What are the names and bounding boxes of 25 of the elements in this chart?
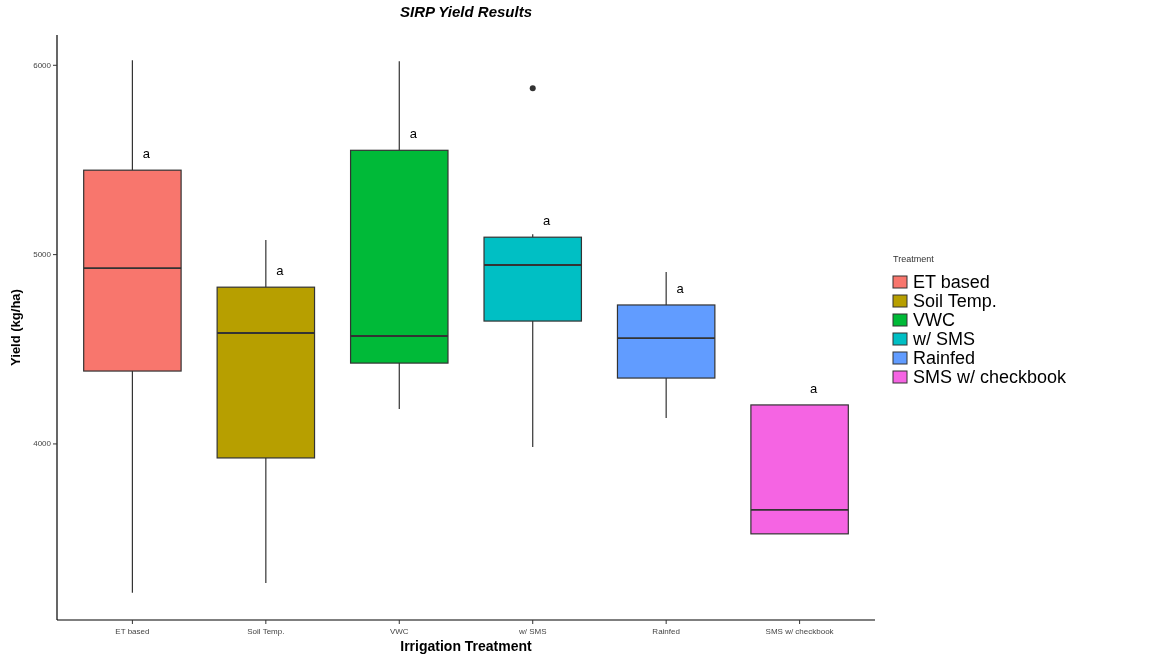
legend-label: SMS w/ checkbook [913, 367, 1068, 388]
y-tick-label: 5000 [33, 250, 52, 260]
annotation: a [809, 381, 818, 397]
x-tick-label: w/ SMS [517, 627, 547, 636]
annotation: a [276, 263, 285, 279]
chart-title: SIRP Yield Results [400, 3, 532, 20]
legend-label: ET based [913, 272, 990, 293]
legend-label: Rainfed [913, 348, 976, 369]
y-tick-label: 6000 [33, 60, 52, 70]
x-tick-label: Soil Temp. [247, 627, 285, 636]
annotation: a [409, 126, 418, 142]
x-tick-label: VWC [389, 627, 409, 636]
legend-label: Soil Temp. [913, 291, 997, 312]
x-tick-label: Rainfed [652, 627, 680, 636]
legend-label: w/ SMS [912, 329, 976, 350]
x-tick-label: ET based [115, 627, 150, 636]
legend-label: VWC [913, 310, 955, 331]
legend-title: Treatment [893, 254, 935, 264]
y-tick-label: 4000 [33, 439, 52, 449]
annotation: a [142, 146, 151, 162]
x-tick-label: SMS w/ checkbook [765, 627, 835, 636]
annotation: a [543, 213, 552, 229]
y-axis-title: Yield (kg/ha) [8, 289, 23, 366]
x-axis-title: Irrigation Treatment [400, 638, 533, 654]
annotation: a [676, 281, 685, 297]
